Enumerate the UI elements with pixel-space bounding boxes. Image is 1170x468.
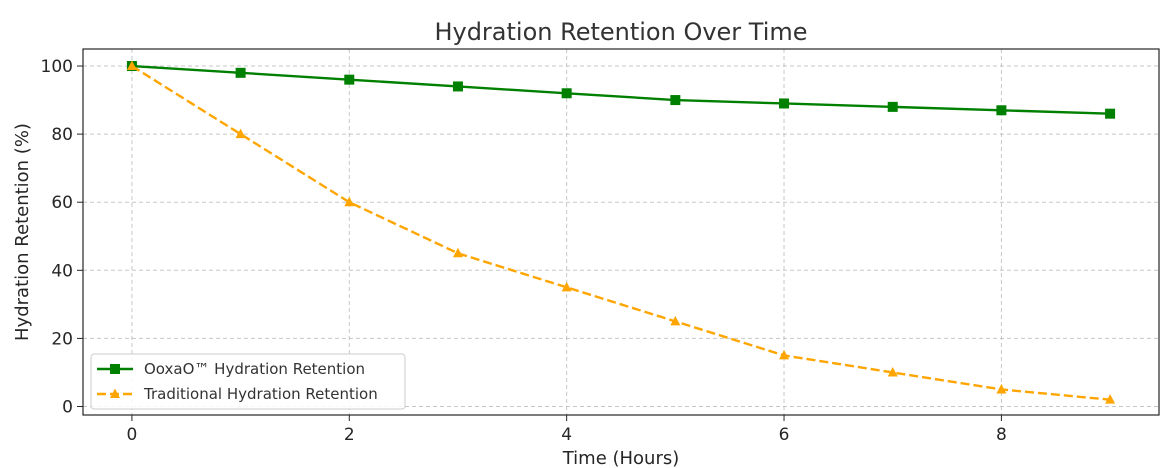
- data-point: [235, 128, 246, 139]
- data-point: [996, 105, 1007, 116]
- data-point: [344, 74, 355, 85]
- x-axis-title: Time (Hours): [562, 448, 680, 468]
- x-tick-label: 6: [779, 425, 790, 445]
- data-point: [126, 60, 137, 71]
- legend-label: OoxaO™ Hydration Retention: [144, 360, 365, 378]
- legend-label: Traditional Hydration Retention: [143, 385, 378, 403]
- data-point: [1105, 394, 1116, 404]
- legend: OoxaO™ Hydration Retention Traditional Hy…: [90, 353, 406, 410]
- x-tick-label: 8: [996, 425, 1007, 445]
- y-tick-label: 100: [41, 57, 73, 77]
- legend-entry: OoxaO™ Hydration Retention: [97, 360, 365, 378]
- y-tick-label: 0: [62, 397, 73, 417]
- data-point: [887, 366, 898, 377]
- chart-title: Hydration Retention Over Time: [434, 18, 807, 46]
- data-point: [561, 281, 572, 292]
- data-point: [996, 383, 1007, 394]
- y-axis-ticks: 0 20 40 60 80 100: [41, 57, 83, 417]
- series-line: [131, 65, 1111, 401]
- data-point: [670, 315, 681, 326]
- legend-marker: [110, 388, 120, 398]
- legend-marker: [110, 364, 120, 374]
- data-point: [779, 349, 790, 360]
- y-tick-label: 80: [51, 125, 73, 145]
- series-line: [131, 64, 1111, 115]
- y-tick-label: 60: [51, 193, 73, 213]
- y-axis-title: Hydration Retention (%): [12, 123, 33, 341]
- plot-frame: [82, 48, 1160, 416]
- x-tick-label: 0: [126, 425, 137, 445]
- x-tick-label: 4: [561, 425, 572, 445]
- data-point: [344, 196, 355, 207]
- legend-entries: OoxaO™ Hydration Retention Traditional Hy…: [97, 360, 378, 403]
- data-point: [887, 101, 898, 112]
- series-layer: [126, 60, 1116, 404]
- x-tick-label: 2: [344, 425, 355, 445]
- data-point: [235, 67, 246, 78]
- data-point: [1105, 108, 1116, 119]
- legend-entry: Traditional Hydration Retention: [97, 385, 378, 403]
- y-tick-label: 20: [51, 329, 73, 349]
- data-point: [452, 247, 463, 258]
- data-point: [779, 98, 790, 109]
- y-tick-label: 40: [51, 261, 73, 281]
- data-point: [452, 81, 463, 92]
- series-ooxao: [126, 61, 1116, 119]
- data-point: [670, 95, 681, 106]
- x-axis-ticks: 0 2 4 6 8: [126, 415, 1007, 445]
- series-traditional: [126, 60, 1116, 404]
- data-point: [561, 88, 572, 99]
- legend-box: [90, 353, 406, 410]
